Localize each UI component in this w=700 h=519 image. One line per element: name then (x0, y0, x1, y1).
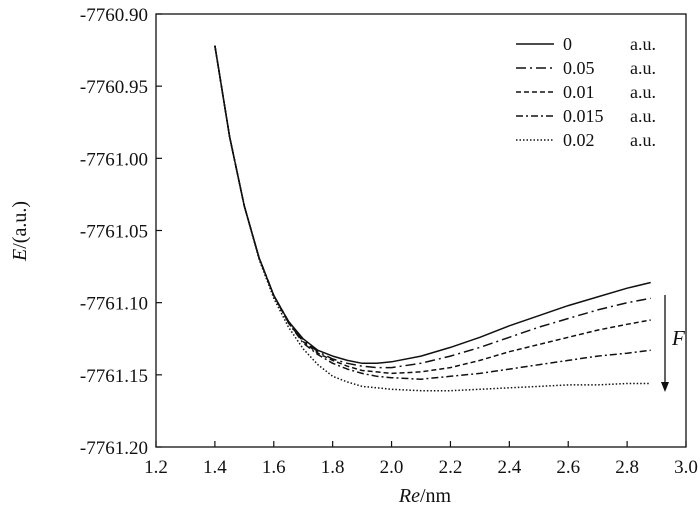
x-tick-label: 2.8 (615, 457, 639, 478)
x-axis-title: Re/nm (398, 485, 452, 507)
annotation-arrowhead (661, 382, 669, 392)
y-tick-label: -7760.90 (80, 5, 148, 26)
x-tick-label: 3.0 (674, 457, 698, 478)
legend-unit: a.u. (630, 106, 656, 126)
legend-unit: a.u. (630, 58, 656, 78)
series-line-0-02 (214, 45, 651, 392)
ticks: 1.2 1.4 1.6 1.8 2.0 2.2 2.4 2.6 2.8 3.0 -7760.90 -7… (80, 5, 698, 478)
legend-unit: a.u. (630, 82, 656, 102)
y-tick-label: -7761.10 (80, 294, 148, 315)
y-axis-title: E/(a.u.) (9, 201, 31, 262)
y-tick-label: -7761.15 (80, 366, 148, 387)
legend-unit: a.u. (630, 34, 656, 54)
series-line-0-01 (214, 45, 651, 375)
y-tick-label: -7761.20 (80, 438, 148, 459)
annotation-label: F (671, 326, 685, 350)
legend-label: 0.02 (563, 130, 595, 150)
legend-unit: a.u. (630, 130, 656, 150)
y-tick-label: -7761.00 (80, 149, 148, 170)
legend: 0 a.u. 0.05 a.u. 0.01 a.u. 0.015 a.u. 0.02 a.u. (516, 34, 656, 150)
annotation: F (661, 295, 685, 392)
x-tick-label: 1.6 (262, 457, 286, 478)
x-tick-label: 2.2 (439, 457, 463, 478)
legend-label: 0 (563, 34, 572, 54)
legend-label: 0.01 (563, 82, 595, 102)
series-lines (214, 45, 651, 392)
y-tick-label: -7761.05 (80, 222, 148, 243)
x-tick-label: 2.0 (380, 457, 404, 478)
x-tick-label: 1.8 (321, 457, 345, 478)
x-tick-label: 2.4 (497, 457, 521, 478)
series-line-0-05 (214, 45, 651, 369)
series-line-0-015 (214, 45, 651, 380)
axes (155, 13, 687, 448)
y-tick-label: -7760.95 (80, 77, 148, 98)
x-tick-label: 2.6 (556, 457, 580, 478)
legend-label: 0.015 (563, 106, 604, 126)
plot-frame (155, 13, 687, 448)
series-line-0 (214, 45, 651, 365)
x-tick-label: 1.2 (144, 457, 168, 478)
x-tick-label: 1.4 (203, 457, 227, 478)
legend-label: 0.05 (563, 58, 595, 78)
